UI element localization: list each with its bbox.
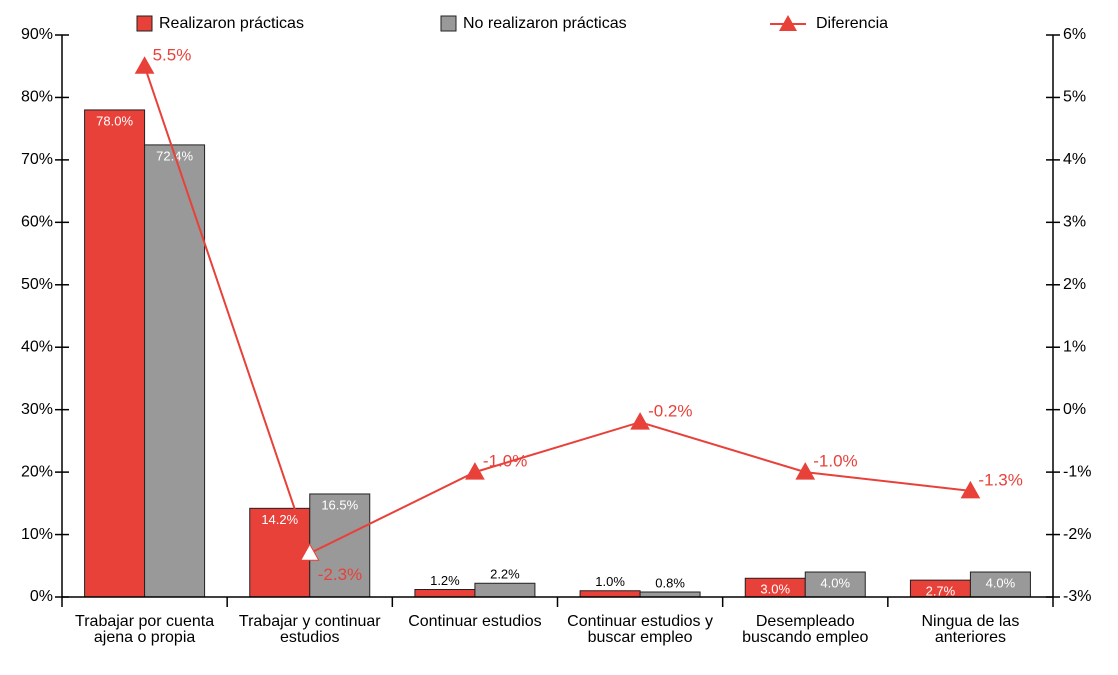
legend-label: Realizaron prácticas	[159, 15, 304, 32]
line-value-label: -1.0%	[813, 452, 857, 471]
x-tick-label: Continuar estudios y buscar empleo	[567, 613, 713, 646]
legend-marker	[779, 15, 797, 31]
y-tick-label: 50%	[21, 276, 53, 293]
bar-value-label: 4.0%	[986, 575, 1016, 590]
bar-value-label: 1.2%	[430, 573, 460, 588]
x-tick-label: Ningua de las anteriores	[921, 613, 1020, 646]
line-marker	[960, 480, 981, 499]
y2-tick-label: 0%	[1063, 401, 1086, 418]
bar-value-label: 1.0%	[595, 574, 625, 589]
bar-value-label: 14.2%	[261, 512, 298, 527]
x-tick-label: Desempleado buscando empleo	[742, 613, 869, 646]
x-tick-label: Trabajar por cuenta ajena o propia	[75, 613, 215, 646]
y-tick-label: 70%	[21, 151, 53, 168]
bar-value-label: 2.7%	[926, 584, 956, 599]
bar	[144, 144, 206, 598]
bar	[579, 590, 641, 598]
y-tick-label: 20%	[21, 463, 53, 480]
y-tick-label: 30%	[21, 401, 53, 418]
line-marker	[465, 462, 485, 480]
line-value-label: -1.3%	[978, 470, 1022, 489]
bar-value-label: 16.5%	[321, 497, 358, 512]
y2-tick-label: -3%	[1063, 588, 1091, 605]
line-value-label: -2.3%	[318, 565, 362, 584]
legend-label: No realizaron prácticas	[463, 15, 627, 32]
y-tick-label: 80%	[21, 89, 53, 106]
bar	[414, 589, 476, 598]
x-tick-label: Continuar estudios	[408, 613, 542, 630]
x-tick-label: Trabajar y continuar estudios	[238, 613, 381, 646]
y2-tick-label: -2%	[1063, 526, 1091, 543]
line	[143, 65, 971, 555]
legend-swatch	[136, 15, 153, 32]
bar	[969, 571, 1031, 598]
y-tick-label: 40%	[21, 338, 53, 355]
line-value-label: 5.5%	[153, 46, 192, 65]
y2-tick-label: 5%	[1063, 89, 1086, 106]
bar	[804, 571, 866, 598]
y-tick-label: 10%	[21, 526, 53, 543]
bar-value-label: 78.0%	[96, 113, 133, 128]
y-tick-label: 0%	[30, 588, 53, 605]
y2-tick-label: -1%	[1063, 463, 1091, 480]
bar	[474, 582, 536, 598]
y-tick-label: 90%	[21, 26, 53, 43]
bar	[84, 109, 146, 598]
y2-tick-label: 3%	[1063, 214, 1086, 231]
line-marker	[630, 412, 650, 430]
bar-value-label: 2.2%	[490, 567, 520, 582]
bar-value-label: 3.0%	[760, 582, 790, 597]
bar-value-label: 4.0%	[820, 575, 850, 590]
legend-label: Diferencia	[816, 15, 888, 32]
bar-value-label: 0.8%	[655, 575, 685, 590]
y2-tick-label: 2%	[1063, 276, 1086, 293]
y-tick-label: 60%	[21, 214, 53, 231]
y2-tick-label: 6%	[1063, 26, 1086, 43]
y2-tick-label: 1%	[1063, 338, 1086, 355]
line-marker	[134, 56, 155, 74]
line-value-label: -1.0%	[483, 452, 527, 471]
line-marker	[299, 543, 320, 561]
line-marker	[795, 462, 816, 480]
y2-tick-label: 4%	[1063, 151, 1086, 168]
line-value-label: -0.2%	[648, 402, 692, 421]
legend-swatch	[440, 15, 457, 32]
